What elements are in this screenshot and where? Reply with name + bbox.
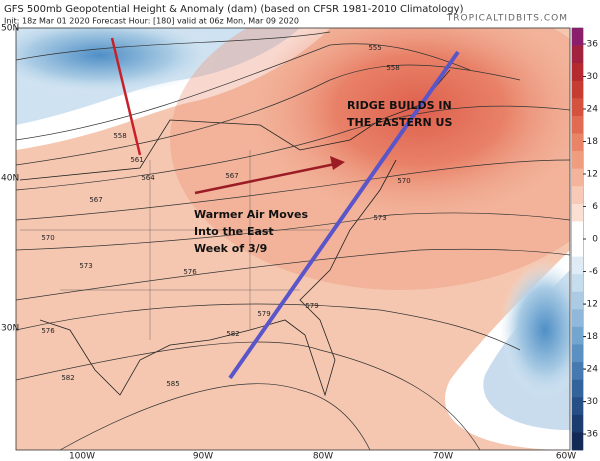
colorbar-band [572,63,583,82]
colorbar-label: 30 [587,72,599,82]
subtitle: Init: 18z Mar 01 2020 Forecast Hour: [18… [4,17,299,26]
annotation: Into the East [194,225,274,238]
longitude-label: 70W [433,452,453,461]
contour-label: 558 [386,64,399,72]
colorbar-band [572,309,583,328]
colorbar-band [572,291,583,310]
contour-label: 582 [226,330,239,338]
colorbar-band [572,133,583,152]
colorbar-band [572,168,583,187]
colorbar-label: 36 [587,40,599,50]
title: GFS 500mb Geopotential Height & Anomaly … [4,4,464,15]
contour-label: 567 [89,196,102,204]
colorbar-band [572,115,583,134]
colorbar-band [572,80,583,99]
colorbar-band [572,414,583,433]
colorbar-label: -24 [583,365,598,375]
contour-label: 579 [305,302,318,310]
colorbar-label: 0 [592,235,598,245]
colorbar-band [572,432,583,451]
colorbar-label: 6 [592,202,598,212]
annotation: Warmer Air Moves [194,208,308,221]
colorbar-band [572,379,583,398]
contour-label: 573 [373,214,386,222]
colorbar-band [572,274,583,293]
colorbar-band [572,397,583,416]
colorbar-label: -6 [589,267,598,277]
colorbar-label: -18 [583,332,598,342]
latitude-label: 50N [1,24,19,34]
annotation: Week of 3/9 [194,242,267,255]
contour-label: 576 [183,268,197,276]
colorbar-band [572,344,583,363]
colorbar-label: -36 [583,430,598,440]
map [16,28,570,450]
longitude-label: 80W [313,452,333,461]
colorbar-band [572,203,583,222]
colorbar-band [572,151,583,169]
contour-label: 585 [166,380,179,388]
contour-label: 570 [41,234,54,242]
colorbar-band [572,239,583,257]
colorbar-band [572,45,583,64]
contour-label: 567 [225,172,238,180]
colorbar-band [572,28,583,46]
longitude-label: 100W [69,452,95,461]
source: TROPICALTIDBITS.COM [446,14,568,24]
contour-label: 576 [41,327,55,335]
annotation: RIDGE BUILDS IN [347,99,452,112]
colorbar-band [572,362,583,380]
contour-label: 555 [368,44,381,52]
contour-label: 579 [257,310,270,318]
colorbar-band [572,98,583,117]
longitude-label: 90W [193,452,213,461]
contour-label: 564 [141,174,155,182]
contour-label: 558 [113,132,126,140]
contour-label: 561 [130,156,143,164]
longitude-label: 60W [556,452,576,461]
contour-label: 573 [79,262,92,270]
contour-label: 570 [397,177,410,185]
latitude-label: 30N [1,324,19,334]
colorbar-label: -12 [583,300,598,310]
colorbar-band [572,326,583,345]
colorbar-label: -30 [583,397,598,407]
colorbar: 36 30 24 18 12 6 0 -6 -12 -18 -24 -30 -36 [571,27,599,451]
contour-label: 582 [61,374,74,382]
colorbar-band [572,186,583,205]
colorbar-label: 18 [587,137,599,147]
colorbar-band [572,256,583,275]
colorbar-label: 24 [587,105,599,115]
colorbar-band [572,221,583,240]
latitude-label: 40N [1,174,19,184]
annotation: THE EASTERN US [347,116,452,129]
colorbar-label: 12 [587,170,598,180]
